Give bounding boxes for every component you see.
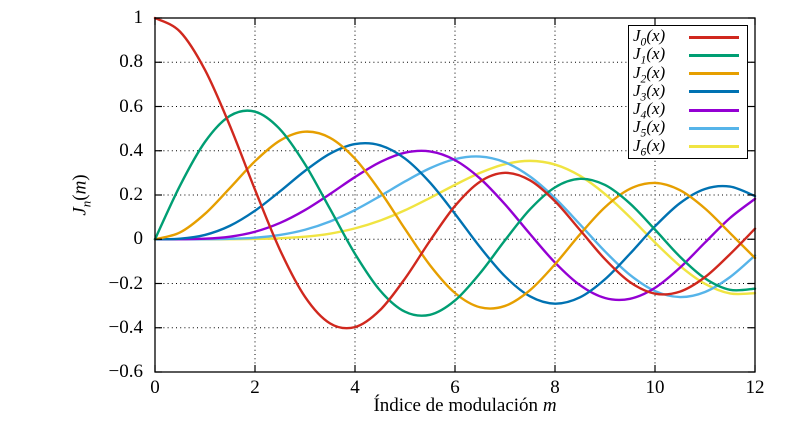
legend-label: J2(x) bbox=[633, 62, 666, 85]
y-tick-label: 0.2 bbox=[119, 184, 143, 205]
legend-label: J4(x) bbox=[633, 99, 666, 122]
legend-item: J6(x) bbox=[629, 135, 747, 159]
y-tick-label: 0.4 bbox=[119, 139, 143, 161]
curve-J-0-x bbox=[153, 16, 757, 330]
legend-color-swatch bbox=[689, 90, 739, 94]
legend-item: J3(x) bbox=[629, 80, 747, 104]
x-tick-label: 8 bbox=[550, 377, 560, 398]
x-tick-label: 0 bbox=[150, 377, 160, 398]
curve-J-2-x bbox=[153, 130, 757, 310]
legend-color-swatch bbox=[689, 72, 739, 76]
legend-item: J0(x) bbox=[629, 25, 747, 49]
legend-label: J3(x) bbox=[633, 80, 666, 104]
curve-J-5-x bbox=[153, 155, 757, 299]
legend-item: J1(x) bbox=[629, 44, 747, 67]
x-tick-label: 2 bbox=[250, 377, 260, 398]
legend-label: J6(x) bbox=[633, 135, 666, 159]
ylabel-base: J bbox=[69, 207, 91, 216]
legend-item: J4(x) bbox=[629, 99, 747, 122]
legend-color-swatch bbox=[689, 53, 739, 57]
curve-J-4-x bbox=[153, 149, 757, 302]
y-tick-label: 0.6 bbox=[119, 95, 143, 117]
ylabel-open-paren: ( bbox=[69, 194, 91, 201]
y-tick-label: 1 bbox=[133, 7, 144, 28]
x-tick-label: 6 bbox=[450, 377, 460, 398]
legend-item: J2(x) bbox=[629, 62, 747, 85]
legend-item: J5(x) bbox=[629, 117, 747, 140]
legend-color-swatch bbox=[689, 35, 739, 39]
xlabel-text: Índice de modulación bbox=[373, 395, 543, 416]
y-tick-label: 0 bbox=[133, 228, 144, 250]
y-tick-label: −0.4 bbox=[108, 316, 143, 338]
legend-label: J1(x) bbox=[633, 44, 666, 67]
x-tick-label: 12 bbox=[745, 377, 765, 398]
ylabel-argument: m bbox=[69, 180, 91, 195]
y-axis-label: Jn(m) bbox=[70, 174, 95, 215]
ylabel-subscript: n bbox=[78, 200, 94, 208]
curve-J-6-x bbox=[153, 159, 757, 296]
legend-box: J0(x) J1(x) J2(x) J3(x) J4(x) J5(x) J6(x) bbox=[628, 25, 748, 159]
curve-J-3-x bbox=[153, 142, 757, 305]
y-tick-label: −0.2 bbox=[108, 272, 143, 294]
xlabel-variable: m bbox=[542, 395, 557, 416]
curve-J-1-x bbox=[153, 109, 757, 317]
ylabel-close-paren: ) bbox=[69, 174, 91, 181]
legend-color-swatch bbox=[689, 127, 739, 131]
legend-color-swatch bbox=[689, 108, 739, 112]
legend-color-swatch bbox=[689, 145, 739, 149]
y-tick-label: 0.8 bbox=[119, 51, 143, 73]
legend-label: J0(x) bbox=[633, 25, 666, 49]
legend-label: J5(x) bbox=[633, 117, 666, 140]
x-tick-label: 4 bbox=[350, 377, 360, 398]
y-tick-label: −0.6 bbox=[108, 361, 143, 382]
x-axis-label: Índice de modulación m bbox=[373, 395, 556, 417]
x-tick-label: 10 bbox=[645, 377, 665, 398]
